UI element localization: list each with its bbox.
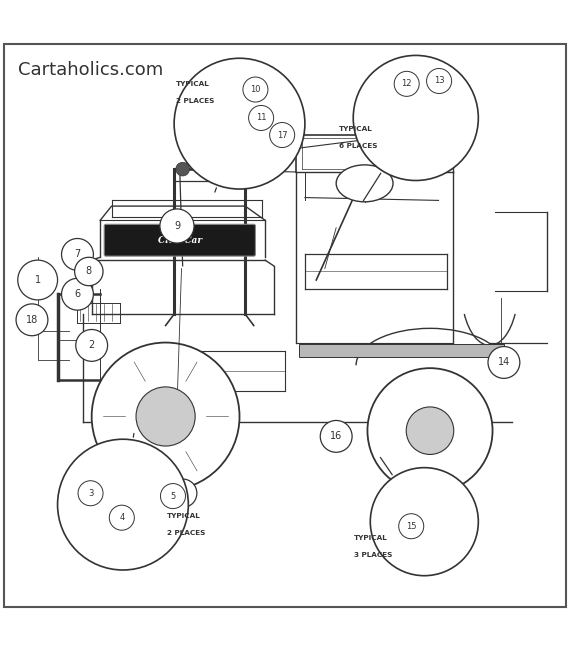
Circle shape [136,387,195,446]
Circle shape [176,162,189,176]
Circle shape [320,421,352,452]
Text: 3: 3 [103,503,109,512]
Bar [299,344,504,357]
Text: TYPICAL: TYPICAL [176,81,210,87]
Text: 7: 7 [74,249,80,260]
Text: 4: 4 [119,513,124,522]
Circle shape [270,122,295,148]
Text: 18: 18 [26,315,38,325]
Circle shape [78,480,103,506]
Text: 13: 13 [434,77,445,85]
Text: 4: 4 [137,517,143,527]
Text: TYPICAL: TYPICAL [355,534,388,540]
Text: 2 PLACES: 2 PLACES [168,530,206,536]
Text: 5: 5 [180,488,186,498]
Text: 14: 14 [498,357,510,367]
Text: 2: 2 [88,340,95,350]
Text: 8: 8 [86,266,92,277]
Text: 3 PLACES: 3 PLACES [355,551,393,558]
Circle shape [488,346,520,378]
Text: 6: 6 [75,289,80,299]
Circle shape [62,279,93,310]
Text: 9: 9 [174,221,180,231]
Circle shape [161,484,185,508]
Ellipse shape [336,165,393,202]
Text: TYPICAL: TYPICAL [168,513,201,519]
Text: 16: 16 [330,432,343,441]
Text: 3: 3 [88,489,93,498]
Circle shape [174,58,305,189]
Text: 2 PLACES: 2 PLACES [176,98,214,104]
Text: 5: 5 [170,492,176,501]
Circle shape [370,467,478,575]
Text: Club Car: Club Car [158,236,202,245]
Circle shape [18,260,58,300]
Circle shape [160,209,194,243]
Circle shape [399,514,424,539]
Text: 15: 15 [406,521,417,531]
Text: TYPICAL: TYPICAL [339,126,373,132]
FancyBboxPatch shape [104,225,255,256]
Circle shape [168,479,197,508]
Circle shape [92,493,120,521]
Circle shape [109,505,135,530]
Text: 11: 11 [256,113,266,122]
Circle shape [249,105,274,130]
Text: 1: 1 [35,275,40,285]
Circle shape [426,68,451,94]
Circle shape [92,342,239,490]
Circle shape [62,238,93,270]
Circle shape [394,72,419,96]
Circle shape [58,439,188,570]
Text: 10: 10 [250,85,260,94]
Circle shape [126,508,154,536]
Text: 6 PLACES: 6 PLACES [339,143,377,149]
Text: 17: 17 [277,130,287,139]
Circle shape [353,55,478,180]
Circle shape [75,257,103,286]
Circle shape [406,407,454,454]
Text: Cartaholics.com: Cartaholics.com [18,61,163,79]
Text: 12: 12 [401,79,412,89]
Circle shape [16,304,48,336]
Circle shape [368,368,492,493]
Circle shape [76,329,108,361]
Circle shape [243,77,268,102]
